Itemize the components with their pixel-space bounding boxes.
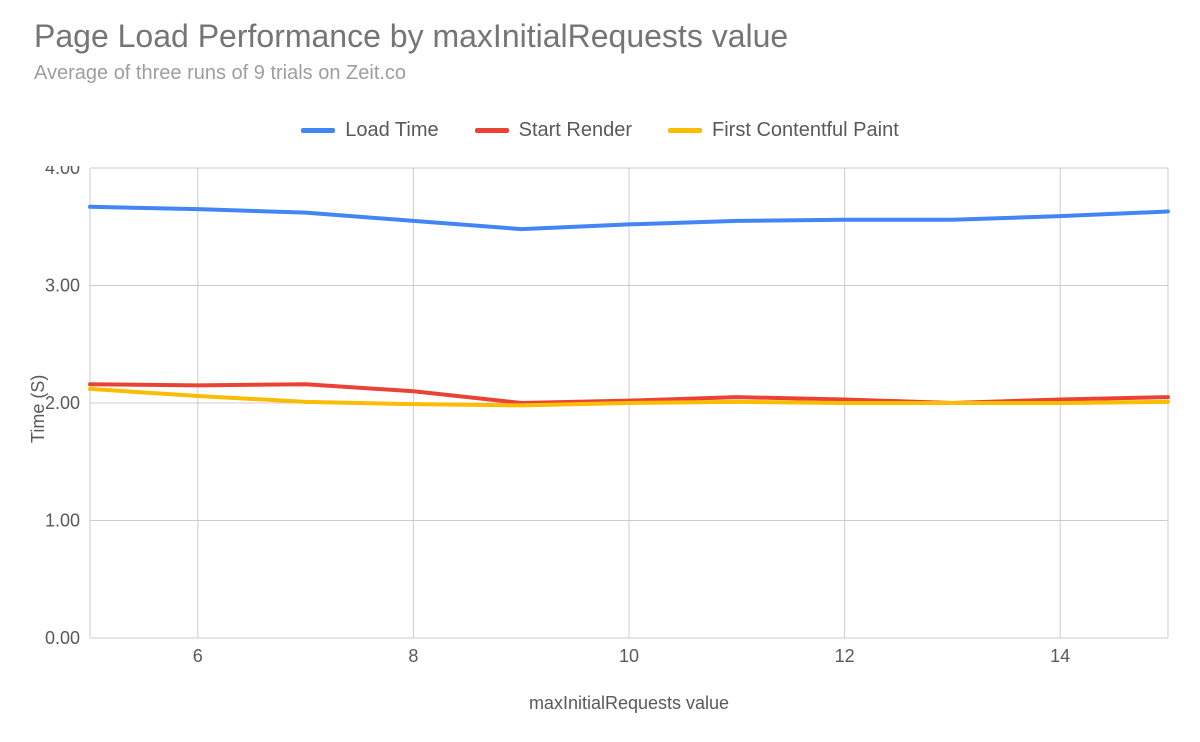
legend-item: First Contentful Paint bbox=[668, 119, 899, 142]
legend-swatch bbox=[668, 128, 702, 133]
y-tick-label: 0.00 bbox=[45, 628, 80, 648]
legend-swatch bbox=[301, 128, 335, 133]
legend-item: Load Time bbox=[301, 119, 438, 142]
y-tick-label: 3.00 bbox=[45, 276, 80, 296]
legend-label: First Contentful Paint bbox=[712, 119, 899, 142]
legend-label: Load Time bbox=[345, 119, 438, 142]
x-tick-label: 10 bbox=[619, 646, 639, 666]
x-tick-label: 8 bbox=[408, 646, 418, 666]
y-tick-label: 2.00 bbox=[45, 393, 80, 413]
chart-legend: Load Time Start Render First Contentful Pa… bbox=[0, 116, 1200, 142]
grid: 6 8 10 12 14 0.00 1.00 2.00 3.00 4.00 bbox=[45, 166, 1168, 666]
x-axis-title: maxInitialRequests value bbox=[90, 693, 1168, 714]
legend-label: Start Render bbox=[519, 119, 632, 142]
y-tick-label: 4.00 bbox=[45, 166, 80, 178]
chart-subtitle: Average of three runs of 9 trials on Zei… bbox=[34, 62, 406, 85]
legend-swatch bbox=[475, 128, 509, 133]
x-tick-label: 14 bbox=[1050, 646, 1070, 666]
chart-title: Page Load Performance by maxInitialReque… bbox=[34, 18, 788, 55]
x-tick-label: 6 bbox=[193, 646, 203, 666]
chart-plot-area: 6 8 10 12 14 0.00 1.00 2.00 3.00 4.00 bbox=[35, 166, 1170, 668]
legend-item: Start Render bbox=[475, 119, 632, 142]
y-tick-label: 1.00 bbox=[45, 511, 80, 531]
line-chart: Page Load Performance by maxInitialReque… bbox=[0, 0, 1200, 742]
x-tick-label: 12 bbox=[835, 646, 855, 666]
